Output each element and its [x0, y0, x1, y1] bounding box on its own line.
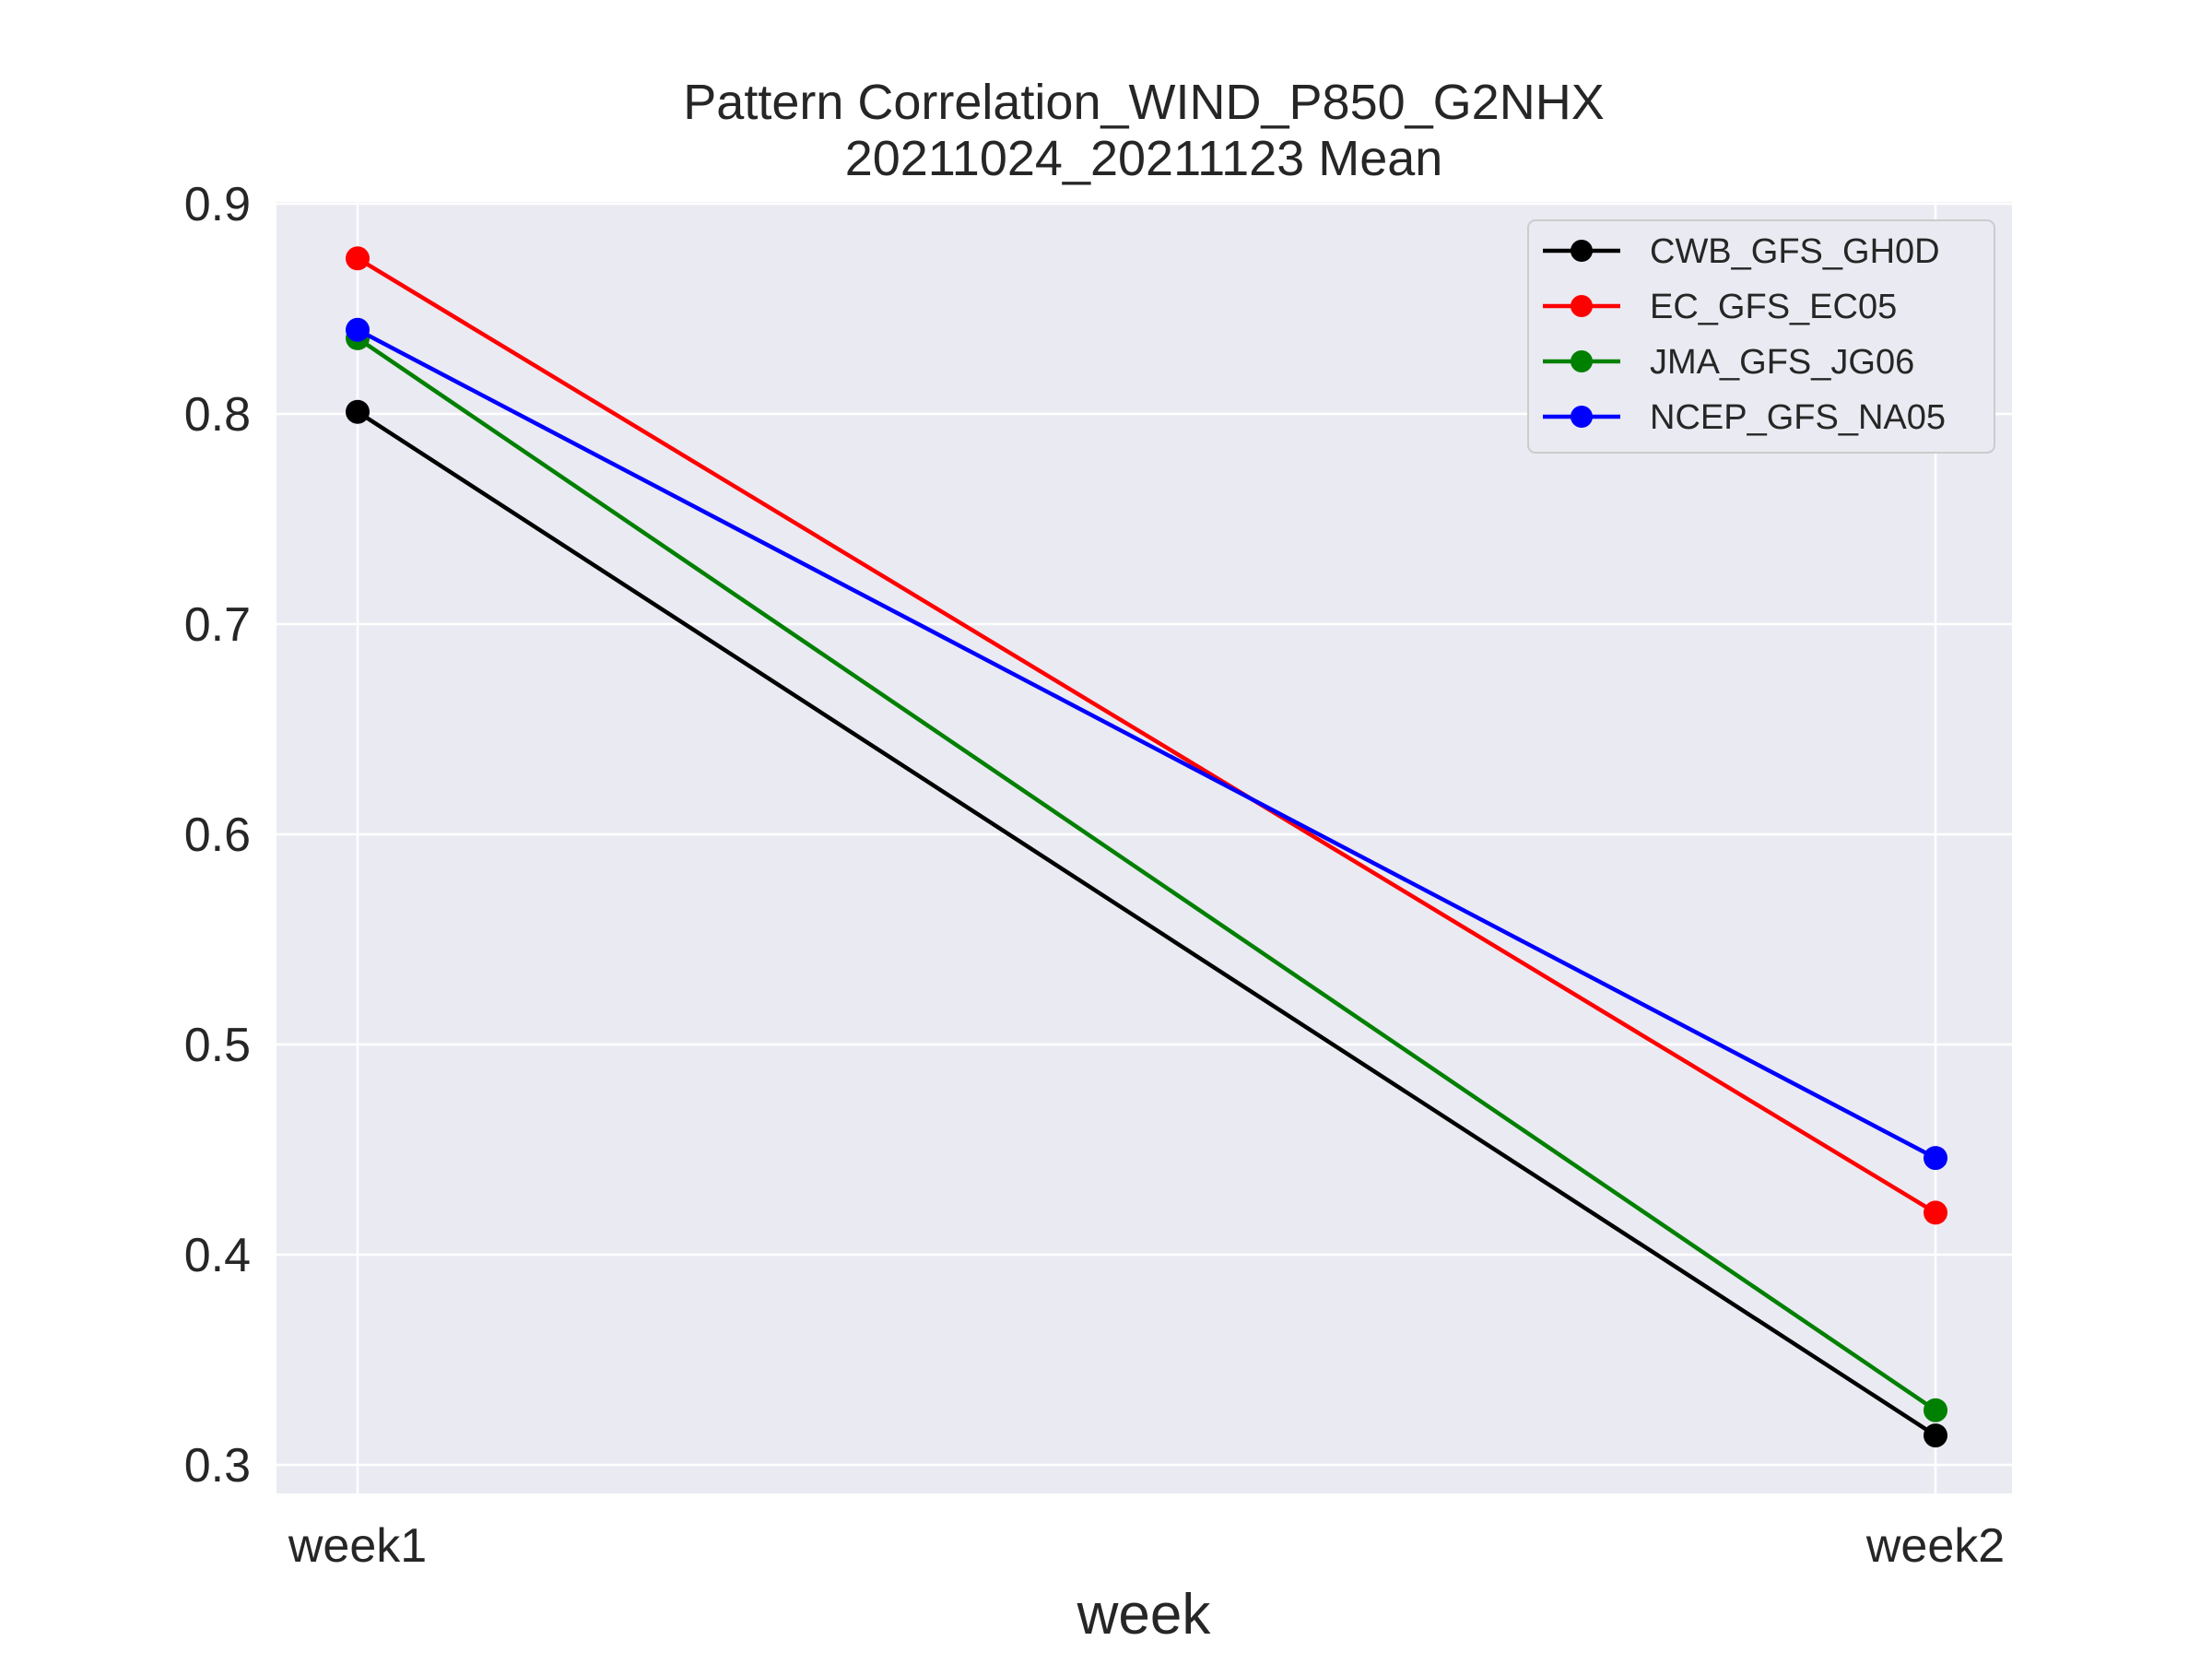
legend-entries: CWB_GFS_GH0D EC_GFS_EC05 JMA_GFS_JG06 NCEP_…	[1543, 232, 1946, 437]
y-tick-label: 0.4	[184, 1229, 251, 1282]
series-ncep-gfs-na05	[346, 317, 1947, 1171]
y-tick-label: 0.5	[184, 1019, 251, 1072]
series-ec-gfs-ec05	[346, 246, 1947, 1225]
series-line-ec-gfs-ec05	[356, 256, 1937, 1215]
legend-marker-swatch	[1571, 350, 1593, 372]
data-point-ec-gfs-ec05-week1	[346, 246, 370, 271]
legend-marker-swatch	[1571, 240, 1593, 262]
data-point-ncep-gfs-na05-week1	[346, 317, 370, 342]
legend-marker-swatch	[1571, 406, 1593, 428]
y-tick-label: 0.8	[184, 388, 251, 442]
x-tick-label-week2: week2	[1865, 1519, 2005, 1573]
legend-label: NCEP_GFS_NA05	[1650, 398, 1946, 437]
y-tick-label: 0.7	[184, 598, 251, 652]
data-point-ec-gfs-ec05-week2	[1924, 1200, 1947, 1225]
series-cwb-gfs-gh0d	[346, 399, 1947, 1448]
y-tick-label: 0.9	[184, 178, 251, 231]
series-lines	[346, 246, 1947, 1448]
series-line-cwb-gfs-gh0d	[356, 409, 1937, 1437]
data-point-ncep-gfs-na05-week2	[1924, 1146, 1947, 1171]
legend-frame	[1527, 219, 1995, 454]
legend-item-cwb-gfs-gh0d: CWB_GFS_GH0D	[1543, 232, 1940, 271]
legend-item-ncep-gfs-na05: NCEP_GFS_NA05	[1543, 398, 1946, 437]
x-tick-label-week1: week1	[288, 1519, 427, 1573]
legend-label: EC_GFS_EC05	[1650, 288, 1897, 326]
data-point-jma-gfs-jg06-week2	[1924, 1398, 1947, 1422]
legend: CWB_GFS_GH0D EC_GFS_EC05 JMA_GFS_JG06 NCEP_…	[1527, 219, 1995, 454]
legend-item-ec-gfs-ec05: EC_GFS_EC05	[1543, 288, 1897, 326]
chart-title: Pattern Correlation_WIND_P850_G2NHX	[683, 75, 1604, 130]
data-point-cwb-gfs-gh0d-week1	[346, 399, 370, 424]
data-point-cwb-gfs-gh0d-week2	[1924, 1423, 1947, 1448]
legend-label: JMA_GFS_JG06	[1650, 343, 1914, 382]
y-tick-label: 0.3	[184, 1439, 251, 1493]
x-axis-label: week	[1077, 1583, 1212, 1646]
tick-labels: 0.3 0.4 0.5 0.6 0.7 0.8 0.9 week1 week2	[184, 178, 2005, 1573]
y-tick-label: 0.6	[184, 808, 251, 862]
chart-subtitle: 20211024_20211123 Mean	[845, 131, 1443, 186]
series-line-jma-gfs-jg06	[356, 336, 1937, 1412]
legend-item-jma-gfs-jg06: JMA_GFS_JG06	[1543, 343, 1914, 382]
legend-label: CWB_GFS_GH0D	[1650, 232, 1940, 271]
series-line-ncep-gfs-na05	[356, 327, 1937, 1161]
legend-marker-swatch	[1571, 295, 1593, 317]
